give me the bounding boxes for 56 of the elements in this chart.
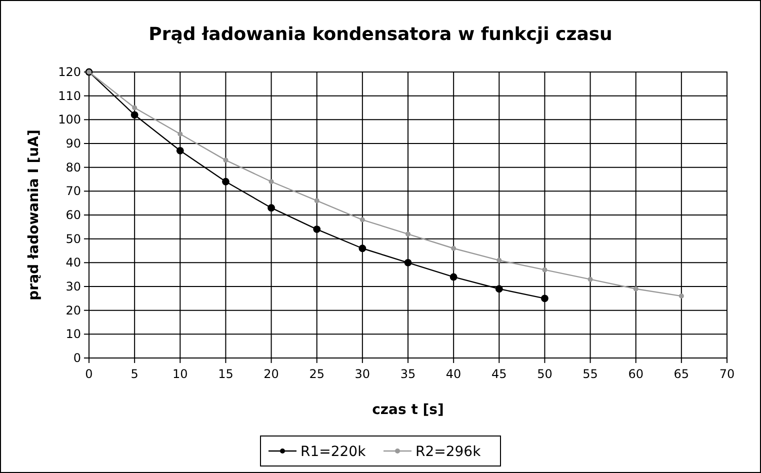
y-tick-label: 30	[66, 280, 81, 294]
x-tick-label: 15	[218, 367, 234, 381]
y-tick-label: 40	[66, 256, 81, 270]
x-tick-label: 0	[85, 367, 93, 381]
point	[178, 131, 183, 136]
x-tick-label: 60	[628, 367, 644, 381]
x-tick-label: 20	[264, 367, 279, 381]
x-tick-label: 70	[719, 367, 735, 381]
point	[450, 273, 458, 281]
y-tick-label: 60	[66, 208, 81, 222]
point	[358, 244, 366, 252]
point	[176, 146, 184, 154]
point	[588, 276, 593, 282]
point	[130, 111, 138, 119]
x-tick-label: 10	[172, 367, 188, 381]
y-tick-label: 120	[58, 65, 81, 79]
y-axis-title: prąd ładowania I [uA]	[26, 130, 42, 300]
point	[313, 226, 321, 233]
x-tick-label: 65	[674, 367, 690, 381]
point	[406, 232, 410, 237]
x-tick-label: 40	[446, 367, 462, 381]
point	[633, 286, 638, 292]
y-tick-label: 110	[58, 88, 81, 103]
legend-label: R1=220k	[300, 444, 367, 460]
point	[451, 246, 456, 251]
point	[404, 258, 412, 266]
legend-label: R2=296k	[416, 444, 482, 460]
y-tick-label: 10	[66, 327, 81, 342]
x-tick-label: 5	[130, 367, 138, 381]
point	[314, 198, 320, 204]
y-tick-label: 0	[73, 351, 81, 365]
point	[496, 258, 502, 263]
y-tick-label: 20	[66, 303, 81, 318]
point	[360, 217, 365, 222]
point	[132, 105, 138, 110]
x-tick-label: 35	[400, 367, 416, 381]
y-tick-label: 80	[66, 160, 81, 174]
point	[223, 158, 228, 163]
point	[541, 294, 548, 302]
x-tick-label: 45	[492, 367, 507, 381]
point	[678, 294, 684, 299]
point	[268, 204, 275, 212]
x-tick-label: 30	[354, 367, 370, 381]
point	[495, 285, 503, 293]
x-tick-label: 55	[582, 367, 598, 381]
x-tick-label: 25	[309, 367, 324, 381]
point	[268, 179, 274, 184]
point	[542, 267, 548, 272]
x-axis-title: czas t [s]	[372, 402, 444, 418]
y-tick-label: 50	[66, 232, 81, 246]
x-tick-label: 50	[537, 367, 552, 381]
y-tick-label: 100	[58, 112, 81, 127]
point	[222, 178, 230, 186]
y-tick-label: 90	[66, 136, 81, 150]
chart-title: Prąd ładowania kondensatora w funkcji czasu	[148, 24, 612, 45]
y-tick-label: 70	[66, 184, 81, 198]
